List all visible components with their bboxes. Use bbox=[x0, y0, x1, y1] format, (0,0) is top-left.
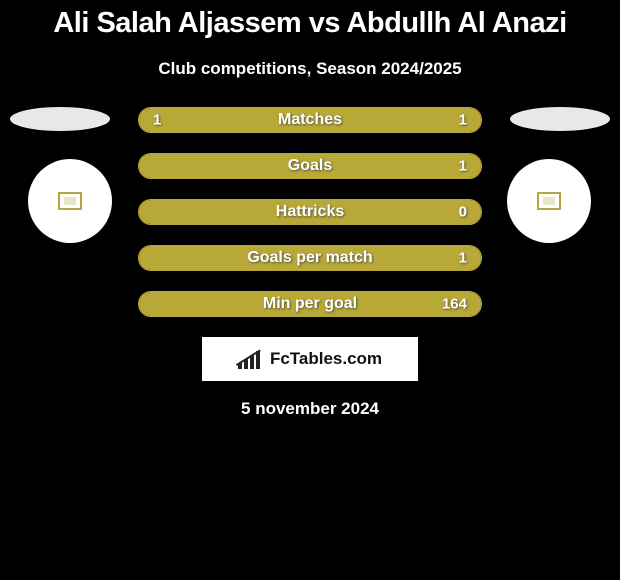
page-title: Ali Salah Aljassem vs Abdullh Al Anazi bbox=[0, 6, 620, 41]
stats-bars: Matches 1 1 Goals 1 Hattricks 0 Goals per match… bbox=[138, 107, 482, 317]
subtitle: Club competitions, Season 2024/2025 bbox=[0, 59, 620, 79]
stat-value-right: 1 bbox=[459, 249, 467, 266]
stat-value-right: 1 bbox=[459, 111, 467, 128]
club-crest-placeholder-icon bbox=[537, 192, 561, 210]
stat-bar: Matches 1 1 bbox=[138, 107, 482, 133]
stat-value-right: 0 bbox=[459, 203, 467, 220]
comparison-infographic: Ali Salah Aljassem vs Abdullh Al Anazi C… bbox=[0, 0, 620, 419]
brand-box: FcTables.com bbox=[202, 337, 418, 381]
stat-value-left: 1 bbox=[153, 111, 161, 128]
stat-value-right: 1 bbox=[459, 157, 467, 174]
date-text: 5 november 2024 bbox=[0, 399, 620, 419]
stat-label: Hattricks bbox=[276, 203, 344, 221]
club-crest-placeholder-icon bbox=[58, 192, 82, 210]
stat-value-right: 164 bbox=[442, 295, 467, 312]
stat-bar: Min per goal 164 bbox=[138, 291, 482, 317]
stat-label: Matches bbox=[278, 111, 342, 129]
player-left-avatar bbox=[10, 107, 110, 131]
main-area: Matches 1 1 Goals 1 Hattricks 0 Goals per match… bbox=[0, 107, 620, 419]
player-right-club-badge bbox=[507, 159, 591, 243]
player-right-avatar bbox=[510, 107, 610, 131]
stat-bar: Goals 1 bbox=[138, 153, 482, 179]
brand-logo-icon bbox=[238, 349, 264, 369]
stat-bar: Hattricks 0 bbox=[138, 199, 482, 225]
stat-label: Goals bbox=[288, 157, 332, 175]
brand-name: FcTables.com bbox=[270, 349, 382, 369]
stat-label: Goals per match bbox=[247, 249, 372, 267]
player-left-club-badge bbox=[28, 159, 112, 243]
stat-label: Min per goal bbox=[263, 295, 357, 313]
stat-bar: Goals per match 1 bbox=[138, 245, 482, 271]
